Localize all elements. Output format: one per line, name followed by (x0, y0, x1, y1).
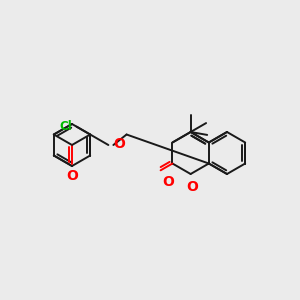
Text: Cl: Cl (60, 120, 73, 133)
Text: O: O (66, 169, 78, 183)
Text: O: O (113, 137, 125, 151)
Text: O: O (187, 180, 199, 194)
Text: O: O (163, 175, 175, 189)
